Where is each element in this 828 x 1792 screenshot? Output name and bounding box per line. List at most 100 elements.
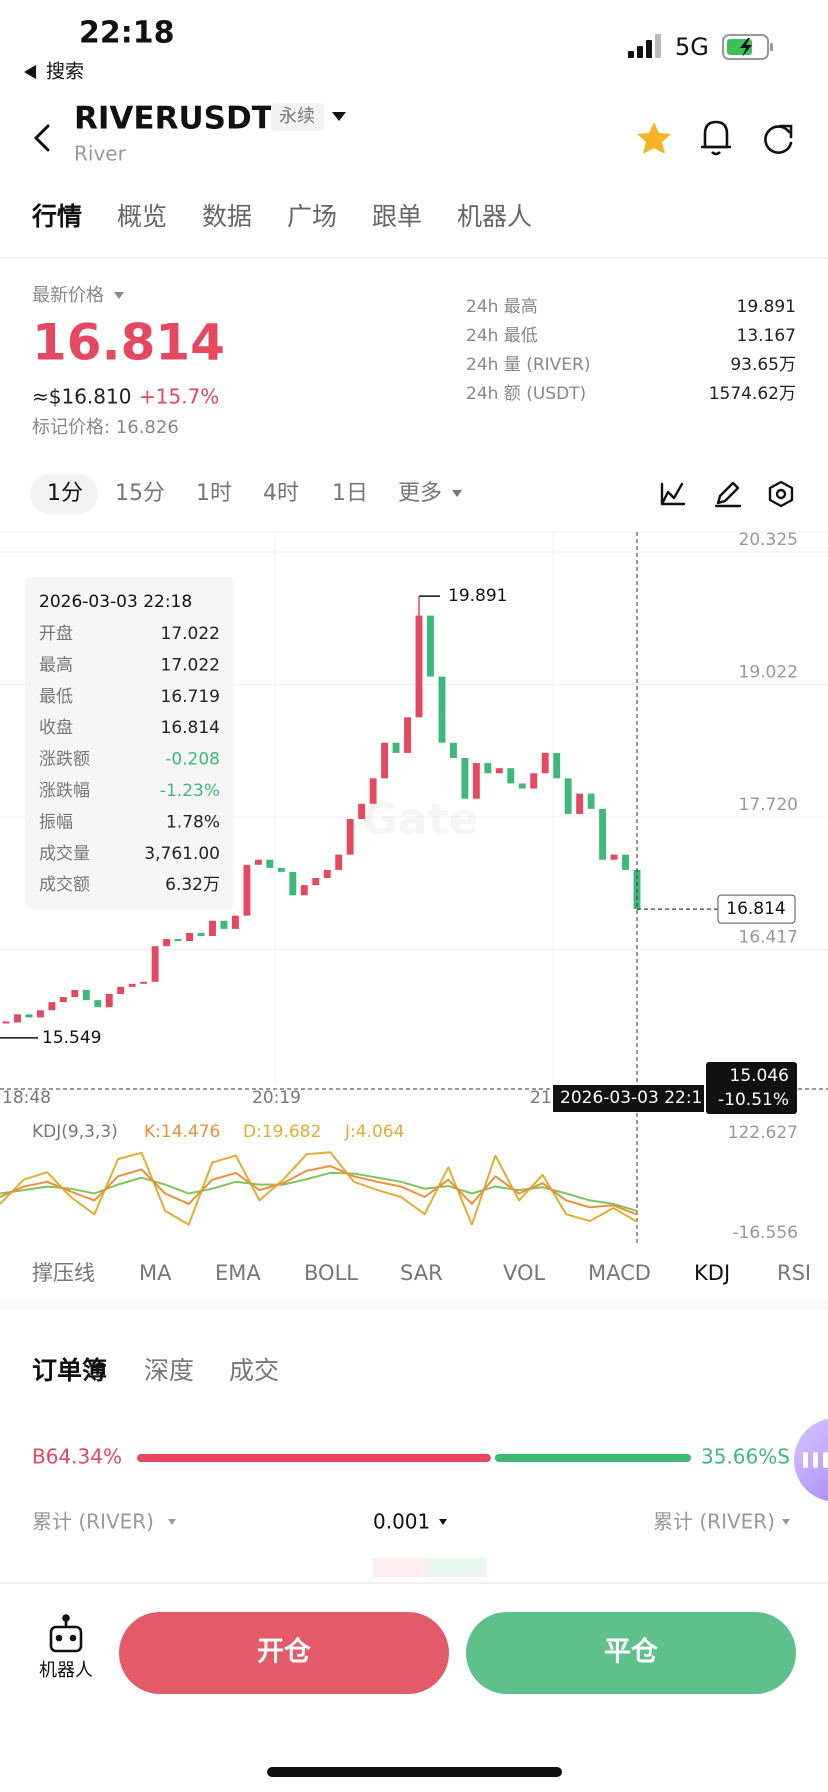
book-tab[interactable]: 深度 — [144, 1356, 194, 1385]
period-tab[interactable]: 1日 — [332, 481, 368, 506]
indicator-tab[interactable]: RSI — [777, 1261, 811, 1285]
indicator-tab[interactable]: VOL — [503, 1261, 546, 1285]
draw-icon[interactable] — [714, 481, 742, 508]
legend-entry: K:14.476 — [144, 1122, 220, 1142]
candle — [243, 864, 251, 916]
nav-tab[interactable]: 概览 — [117, 202, 167, 231]
candle — [82, 989, 90, 1001]
right-column-dropdown[interactable] — [782, 1519, 790, 1525]
battery-icon — [722, 34, 773, 60]
indicator-tab[interactable]: SAR — [400, 1261, 443, 1285]
candle — [622, 854, 629, 870]
candle — [163, 939, 171, 947]
close-button-label[interactable]: 平仓 — [604, 1637, 659, 1668]
y-tick-label: 20.325 — [739, 530, 798, 550]
precision[interactable]: 0.001 — [373, 1510, 430, 1534]
period-tab[interactable]: 1时 — [196, 481, 232, 506]
indicator-icon[interactable] — [660, 482, 686, 506]
period-tab[interactable]: 更多 — [398, 481, 442, 506]
tooltip-label: 涨跌额 — [39, 750, 90, 770]
candle — [266, 859, 274, 868]
depth-bid-hint — [373, 1558, 429, 1577]
candle — [232, 915, 239, 929]
nav-tab[interactable]: 机器人 — [457, 202, 532, 231]
tooltip-value: 3,761.00 — [144, 844, 220, 864]
candle — [346, 819, 354, 855]
crosshair-time: 2026-03-03 22:1 — [560, 1088, 702, 1108]
indicator-tab[interactable]: 撑压线 — [32, 1261, 95, 1285]
stat-label: 24h 最低 — [466, 326, 538, 346]
period-tab[interactable]: 1分 — [47, 481, 83, 506]
close-button[interactable] — [466, 1612, 796, 1694]
candle — [404, 717, 411, 753]
share-icon[interactable] — [764, 124, 793, 154]
indicator-tab[interactable]: KDJ — [694, 1261, 730, 1285]
tooltip-label: 开盘 — [39, 624, 73, 644]
candle — [335, 854, 343, 870]
more-dropdown[interactable] — [452, 490, 462, 497]
robot-icon[interactable] — [49, 1614, 83, 1653]
candle — [392, 742, 400, 753]
nav-tab[interactable]: 数据 — [202, 202, 252, 231]
price-label-dropdown[interactable] — [114, 292, 124, 299]
candle — [461, 757, 469, 799]
candle — [289, 871, 297, 896]
indicator-tab[interactable]: MA — [139, 1261, 172, 1285]
robot-label[interactable]: 机器人 — [39, 1660, 93, 1681]
kdj-title: KDJ(9,3,3) — [32, 1122, 118, 1142]
settings-icon[interactable] — [768, 480, 794, 508]
indicator-tab[interactable]: EMA — [215, 1261, 261, 1285]
symbol-name: River — [74, 142, 127, 166]
settings-icon-dot — [775, 488, 787, 500]
open-button[interactable] — [119, 1612, 449, 1694]
book-tab[interactable]: 成交 — [229, 1356, 279, 1385]
book-tab[interactable]: 订单簿 — [32, 1356, 107, 1385]
back-button[interactable] — [33, 124, 50, 152]
nav-tab[interactable]: 跟单 — [372, 202, 422, 231]
candle — [71, 989, 79, 998]
watermark: Gate — [362, 794, 479, 845]
back-label[interactable]: 搜索 — [46, 61, 84, 83]
candle — [449, 742, 457, 758]
candle — [94, 1000, 102, 1008]
candle — [105, 993, 113, 1008]
tooltip-value: 16.814 — [161, 718, 220, 738]
period-tab[interactable]: 4时 — [263, 481, 299, 506]
assistant-bubble[interactable] — [794, 1418, 828, 1502]
tooltip-label: 收盘 — [39, 718, 73, 738]
candle — [48, 1002, 56, 1011]
candle — [541, 752, 549, 774]
tooltip-time: 2026-03-03 22:18 — [39, 592, 192, 612]
assistant-bubble-bars — [803, 1452, 828, 1468]
left-column[interactable]: 累计 (RIVER) — [32, 1510, 154, 1534]
indicator-tab[interactable]: MACD — [588, 1261, 651, 1285]
stat-label: 24h 量 (RIVER) — [466, 355, 591, 375]
right-column[interactable]: 累计 (RIVER) — [653, 1510, 775, 1534]
kdj-line — [0, 1165, 638, 1216]
candle — [484, 763, 492, 774]
symbol-dropdown[interactable] — [332, 112, 346, 121]
candle — [209, 920, 216, 937]
home-indicator — [267, 1767, 562, 1777]
favorite-icon[interactable] — [637, 122, 671, 154]
tooltip-value: 17.022 — [161, 655, 220, 675]
open-button-label[interactable]: 开仓 — [257, 1637, 312, 1668]
low-label: 15.549 — [42, 1028, 101, 1048]
candle — [495, 768, 503, 774]
nav-tab[interactable]: 行情 — [31, 202, 82, 231]
crosshair-price: 15.046 — [730, 1066, 789, 1086]
left-column-dropdown[interactable] — [168, 1519, 176, 1525]
period-tab[interactable]: 15分 — [115, 481, 165, 506]
mark-price: 标记价格: 16.826 — [32, 417, 179, 438]
stat-label: 24h 额 (USDT) — [466, 384, 586, 404]
candle — [507, 768, 515, 784]
alert-icon[interactable] — [701, 120, 731, 156]
indicator-tab[interactable]: BOLL — [304, 1261, 358, 1285]
stat-value: 13.167 — [737, 326, 796, 346]
precision-dropdown[interactable] — [439, 1519, 447, 1525]
candle — [59, 997, 67, 1003]
back-arrow-icon[interactable] — [24, 65, 36, 79]
nav-tab[interactable]: 广场 — [287, 202, 337, 231]
